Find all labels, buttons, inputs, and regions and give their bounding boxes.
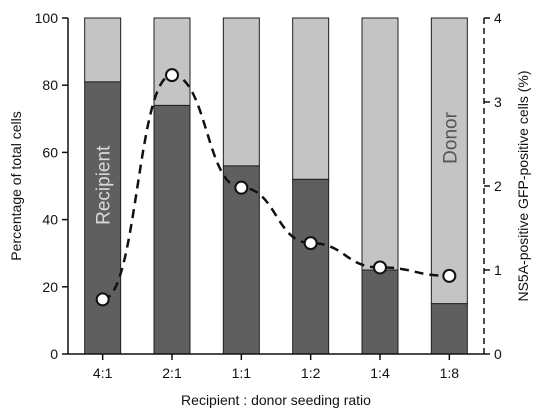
bar-recipient-2 xyxy=(153,104,191,355)
x-tick-label-1: 4:1 xyxy=(93,365,113,381)
bar-recipient-3 xyxy=(222,165,260,355)
x-tick-label-3: 1:1 xyxy=(232,365,252,381)
y2-tick-label-1: 1 xyxy=(494,262,502,278)
in-bar-label-donor: Donor xyxy=(440,111,461,163)
x-tick-label-2: 2:1 xyxy=(162,365,182,381)
bar-donor-5 xyxy=(361,17,399,271)
line-layer xyxy=(95,68,457,307)
bar-recipient-5 xyxy=(361,269,399,355)
y2-tick-label-0: 0 xyxy=(494,346,502,362)
y-tick-label-0: 0 xyxy=(50,346,58,362)
line-point-1 xyxy=(95,292,110,307)
line-point-3 xyxy=(234,180,249,195)
y-tick-label-40: 40 xyxy=(42,212,58,228)
y2-axis-title: NS5A-positive GFP-positive cells (%) xyxy=(515,70,531,301)
bars-layer xyxy=(84,17,468,355)
bar-recipient-6 xyxy=(430,303,468,355)
bar-donor-1 xyxy=(84,17,122,83)
y-tick-label-80: 80 xyxy=(42,77,58,93)
axes-layer: 0 20 40 60 80 100 0 1 2 3 4 4:1 2:1 1:1 1:2 1:4 1:8 xyxy=(35,10,502,381)
bar-recipient-1 xyxy=(84,81,122,355)
line-point-5 xyxy=(373,260,387,275)
y2-tick-label-2: 2 xyxy=(494,178,502,194)
in-bar-label-recipient: Recipient xyxy=(94,145,115,225)
line-point-6 xyxy=(442,268,457,283)
y2-tick-label-4: 4 xyxy=(494,10,502,26)
line-point-2 xyxy=(165,68,179,83)
y-axis-title: Percentage of total cells xyxy=(8,111,24,260)
bar-donor-6 xyxy=(430,17,468,305)
labels-layer: Recipient Donor Recipient : donor seedin… xyxy=(8,70,531,408)
y-tick-label-20: 20 xyxy=(42,279,58,295)
y2-tick-label-3: 3 xyxy=(494,94,502,110)
y-tick-label-60: 60 xyxy=(42,144,58,160)
bar-recipient-4 xyxy=(292,178,330,355)
x-tick-label-4: 1:2 xyxy=(301,365,321,381)
x-axis-title: Recipient : donor seeding ratio xyxy=(181,392,371,408)
bar-donor-3 xyxy=(222,17,260,167)
x-tick-label-5: 1:4 xyxy=(370,365,390,381)
bar-donor-4 xyxy=(292,17,330,180)
x-tick-label-6: 1:8 xyxy=(440,365,460,381)
bar-donor-2 xyxy=(153,17,191,106)
line-point-4 xyxy=(303,236,318,251)
y-tick-label-100: 100 xyxy=(35,10,59,26)
